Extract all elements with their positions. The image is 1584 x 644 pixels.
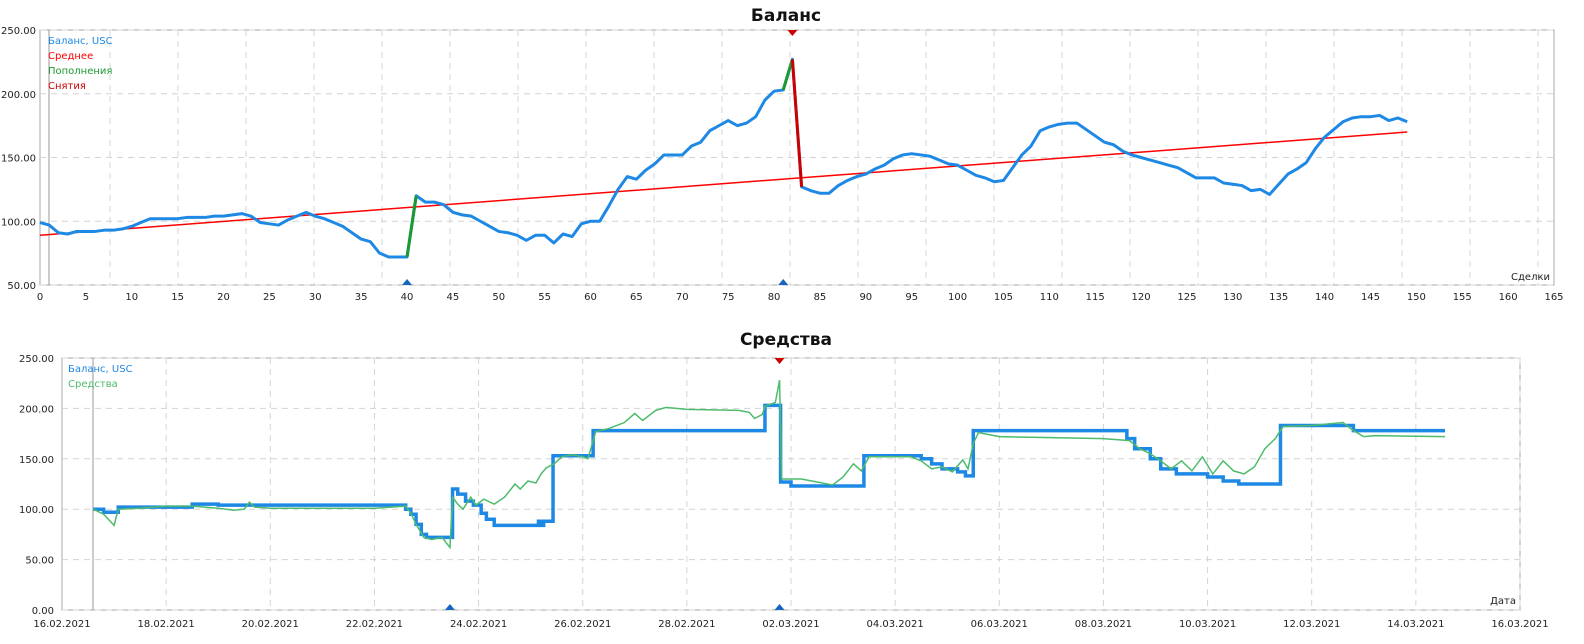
x-tick-label: 130 <box>1223 292 1242 303</box>
chart-title: Баланс <box>751 6 821 26</box>
x-tick-label: 16.02.2021 <box>33 619 90 630</box>
x-tick-label: 35 <box>355 292 368 303</box>
deposit-marker <box>774 604 785 610</box>
balance-line <box>39 57 1408 259</box>
x-tick-label: 145 <box>1361 292 1380 303</box>
x-tick-label: 24.02.2021 <box>450 619 507 630</box>
x-tick-label: 28.02.2021 <box>658 619 715 630</box>
x-tick-label: 25 <box>263 292 276 303</box>
x-tick-label: 150 <box>1407 292 1426 303</box>
x-tick-label: 06.03.2021 <box>971 619 1028 630</box>
x-tick-label: 20.02.2021 <box>242 619 299 630</box>
x-tick-label: 0 <box>37 292 43 303</box>
deposit-segment <box>781 58 794 91</box>
y-tick-label: 100.00 <box>19 505 54 516</box>
withdrawal-marker <box>787 30 798 36</box>
x-tick-label: 50 <box>492 292 505 303</box>
x-tick-label: 140 <box>1315 292 1334 303</box>
x-tick-label: 165 <box>1544 292 1563 303</box>
y-tick-label: 100.00 <box>1 217 36 228</box>
x-axis-label: Дата <box>1490 596 1516 607</box>
average-line <box>39 131 1408 237</box>
x-tick-label: 135 <box>1269 292 1288 303</box>
x-tick-label: 30 <box>309 292 322 303</box>
x-tick-label: 08.03.2021 <box>1075 619 1132 630</box>
x-tick-label: 125 <box>1177 292 1196 303</box>
x-tick-label: 120 <box>1132 292 1151 303</box>
y-tick-label: 0.00 <box>32 606 54 617</box>
x-tick-label: 115 <box>1086 292 1105 303</box>
x-tick-label: 02.03.2021 <box>762 619 819 630</box>
y-tick-label: 250.00 <box>19 354 54 365</box>
equity-chart: Средства 0.00 50.00 100.00 150.00 200.00 250.0… <box>19 330 1549 630</box>
legend-item: Пополнения <box>48 66 112 77</box>
x-tick-label: 55 <box>538 292 551 303</box>
plot-area <box>39 29 1555 286</box>
x-tick-label: 12.03.2021 <box>1283 619 1340 630</box>
deposit-marker <box>444 604 455 610</box>
x-tick-label: 60 <box>584 292 597 303</box>
x-tick-label: 26.02.2021 <box>554 619 611 630</box>
x-tick-label: 70 <box>676 292 689 303</box>
x-tick-label: 65 <box>630 292 643 303</box>
withdrawal-marker <box>774 358 785 364</box>
y-tick-label: 200.00 <box>19 404 54 415</box>
deposit-segment <box>405 195 418 258</box>
withdrawal-segment <box>790 59 804 187</box>
y-tick-label: 200.00 <box>1 90 36 101</box>
deposit-marker <box>778 279 789 285</box>
y-tick-label: 250.00 <box>1 26 36 37</box>
x-tick-label: 80 <box>768 292 781 303</box>
x-tick-label: 5 <box>83 292 89 303</box>
x-tick-label: 14.03.2021 <box>1387 619 1444 630</box>
x-tick-label: 100 <box>948 292 967 303</box>
x-tick-label: 105 <box>994 292 1013 303</box>
x-tick-label: 18.02.2021 <box>138 619 195 630</box>
x-tick-label: 75 <box>722 292 735 303</box>
x-tick-label: 90 <box>859 292 872 303</box>
legend-item: Средства <box>68 379 118 390</box>
y-tick-label: 50.00 <box>7 281 36 292</box>
legend-item: Баланс, USC <box>68 364 133 375</box>
deposit-marker <box>402 279 413 285</box>
chart-title: Средства <box>740 330 832 350</box>
x-tick-label: 160 <box>1499 292 1518 303</box>
x-tick-label: 155 <box>1453 292 1472 303</box>
balance-chart: Баланс 50.00 100.00 150.00 200.00 250.00 0 5 10 1… <box>1 6 1564 303</box>
x-tick-label: 04.03.2021 <box>867 619 924 630</box>
legend-item: Снятия <box>48 81 86 92</box>
x-tick-label: 85 <box>814 292 827 303</box>
legend-item: Баланс, USC <box>48 36 113 47</box>
x-tick-label: 110 <box>1040 292 1059 303</box>
x-tick-label: 15 <box>171 292 184 303</box>
y-tick-label: 150.00 <box>1 154 36 165</box>
legend-item: Среднее <box>48 51 93 62</box>
x-tick-label: 10.03.2021 <box>1179 619 1236 630</box>
x-tick-label: 45 <box>447 292 460 303</box>
equity-line <box>92 380 1446 550</box>
x-tick-label: 10 <box>125 292 138 303</box>
x-tick-label: 22.02.2021 <box>346 619 403 630</box>
x-tick-label: 16.03.2021 <box>1491 619 1548 630</box>
x-tick-label: 40 <box>401 292 414 303</box>
x-tick-label: 95 <box>905 292 918 303</box>
x-tick-label: 20 <box>217 292 230 303</box>
x-axis-label: Сделки <box>1511 272 1550 283</box>
y-tick-label: 150.00 <box>19 455 54 466</box>
y-tick-label: 50.00 <box>25 556 54 567</box>
